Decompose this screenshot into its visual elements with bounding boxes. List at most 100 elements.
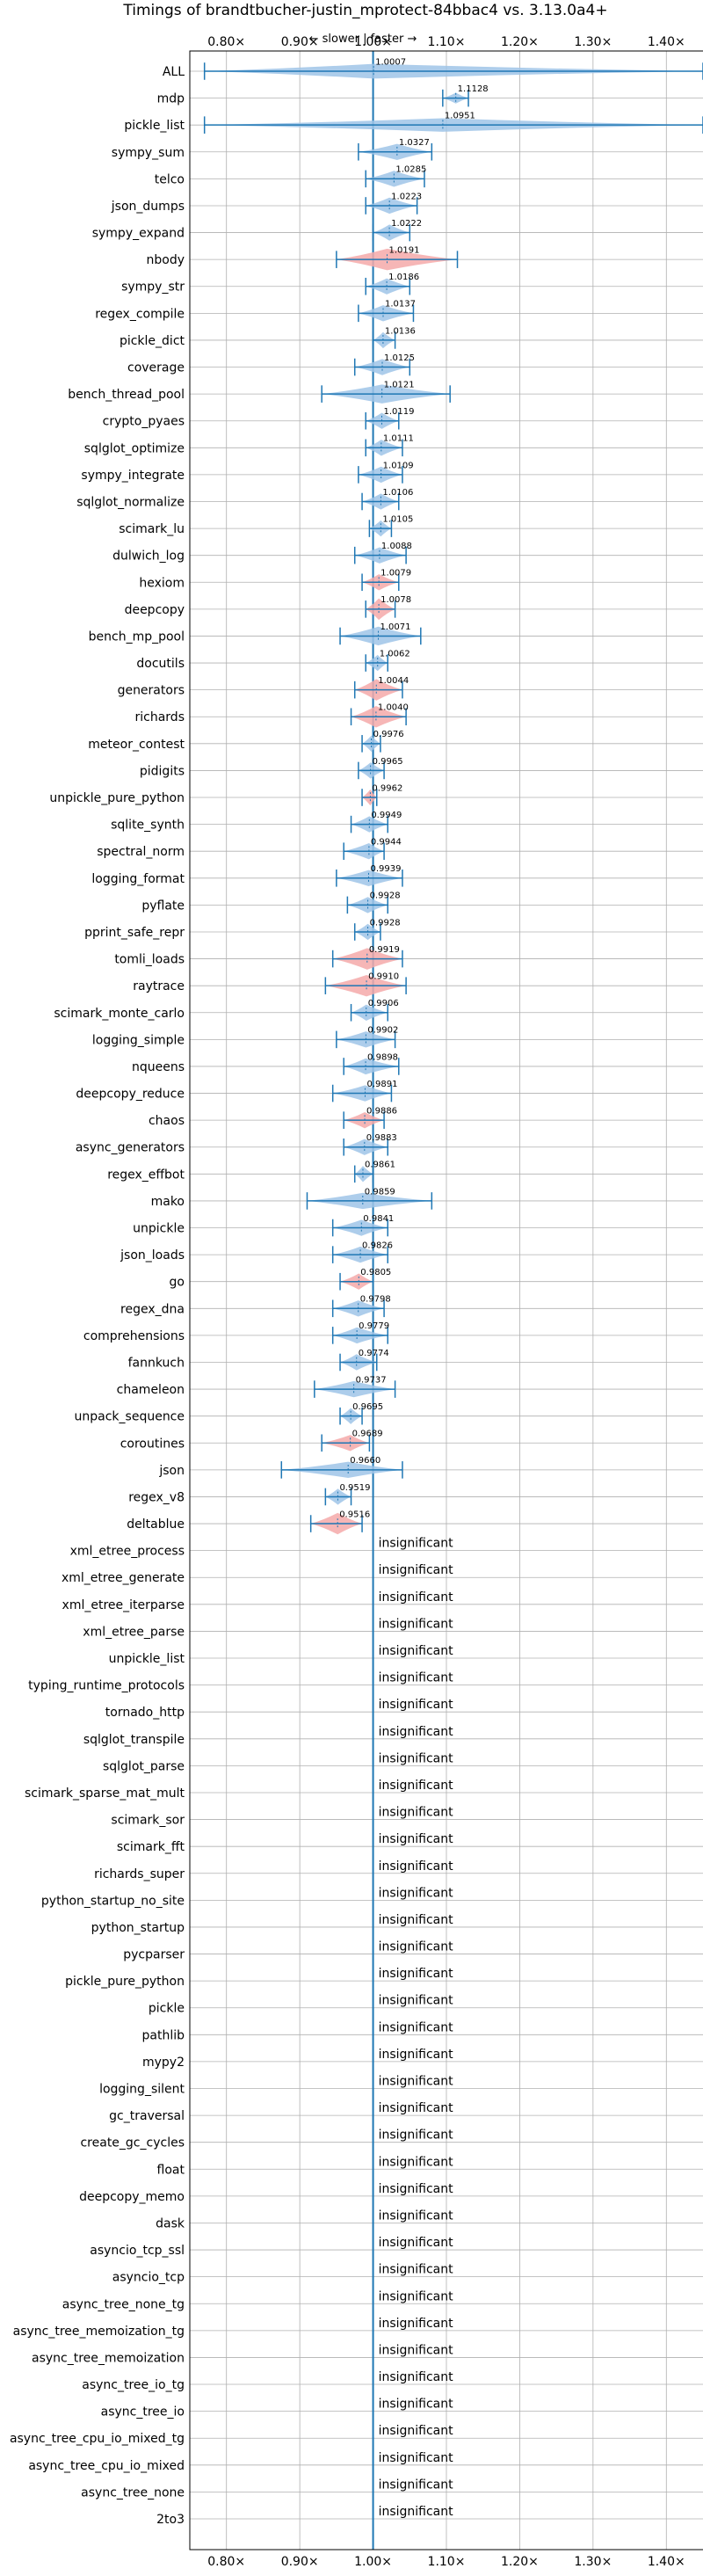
value-label-deepcopy_reduce: 0.9891 <box>366 1080 397 1089</box>
insignificant-label: insignificant <box>379 1913 454 1927</box>
insignificant-label: insignificant <box>379 2263 454 2277</box>
value-label-logging_format: 0.9939 <box>370 864 401 874</box>
category-label: json <box>158 1464 185 1478</box>
value-label-raytrace: 0.9910 <box>368 972 399 982</box>
value-label-deltablue: 0.9516 <box>339 1510 370 1519</box>
tick-label-top: 1.10× <box>428 35 466 49</box>
category-label: 2to3 <box>156 2513 185 2527</box>
category-label: unpickle_pure_python <box>49 791 185 805</box>
value-label-regex_v8: 0.9519 <box>339 1483 370 1493</box>
category-label: coroutines <box>120 1437 185 1451</box>
category-label: json_loads <box>120 1248 185 1263</box>
insignificant-label: insignificant <box>379 1994 454 2008</box>
value-label-sqlglot_optimize: 1.0111 <box>383 434 414 444</box>
insignificant-label: insignificant <box>379 2048 454 2062</box>
value-label-nqueens: 0.9898 <box>367 1052 398 1062</box>
category-label: mypy2 <box>142 2056 185 2070</box>
value-label-deepcopy: 1.0078 <box>380 595 411 605</box>
category-label: telco <box>155 172 185 186</box>
chart-title: Timings of brandtbucher-justin_mprotect-… <box>122 2 607 19</box>
category-label: pathlib <box>142 2028 185 2042</box>
category-label: tornado_http <box>105 1706 185 1720</box>
value-label-coverage: 1.0125 <box>384 353 415 363</box>
value-label-bench_mp_pool: 1.0071 <box>380 622 410 632</box>
category-label: deepcopy_memo <box>79 2190 185 2204</box>
value-label-mako: 0.9859 <box>365 1187 395 1197</box>
category-label: pickle_list <box>124 119 185 133</box>
value-label-chaos: 0.9886 <box>366 1106 397 1116</box>
category-label: tomli_loads <box>114 953 185 967</box>
category-label: pycparser <box>123 1948 185 1962</box>
category-label: unpickle <box>133 1222 185 1236</box>
category-label: pyflate <box>141 899 185 913</box>
category-label: mdp <box>157 92 185 106</box>
insignificant-label: insignificant <box>379 1832 454 1846</box>
value-label-sympy_expand: 1.0222 <box>391 219 422 229</box>
insignificant-label: insignificant <box>379 2101 454 2115</box>
tick-label-bottom: 1.30× <box>574 2555 612 2569</box>
insignificant-label: insignificant <box>379 1859 454 1874</box>
category-label: xml_etree_generate <box>62 1571 185 1585</box>
category-label: float <box>157 2163 185 2177</box>
category-label: logging_format <box>91 872 185 886</box>
insignificant-label: insignificant <box>379 2128 454 2143</box>
category-label: scimark_sor <box>111 1814 185 1828</box>
category-label: sqlglot_normalize <box>76 495 185 509</box>
value-label-pyflate: 0.9928 <box>370 891 401 901</box>
insignificant-label: insignificant <box>379 1590 454 1605</box>
insignificant-label: insignificant <box>379 2236 454 2250</box>
value-label-fannkuch: 0.9774 <box>359 1349 389 1358</box>
insignificant-label: insignificant <box>379 2424 454 2438</box>
insignificant-label: insignificant <box>379 2505 454 2519</box>
category-label: chaos <box>149 1114 185 1128</box>
value-label-meteor_contest: 0.9976 <box>373 730 404 739</box>
category-label: regex_v8 <box>128 1490 185 1504</box>
value-label-crypto_pyaes: 1.0119 <box>383 407 414 417</box>
value-label-coroutines: 0.9689 <box>352 1430 383 1439</box>
insignificant-label: insignificant <box>379 2370 454 2384</box>
insignificant-label: insignificant <box>379 2182 454 2196</box>
value-label-json_loads: 0.9826 <box>362 1241 393 1250</box>
value-label-hexiom: 1.0079 <box>380 569 411 579</box>
category-label: xml_etree_process <box>70 1545 185 1559</box>
value-label-mdp: 1.1128 <box>458 84 489 94</box>
category-label: asyncio_tcp_ssl <box>90 2244 185 2258</box>
category-label: async_tree_none_tg <box>62 2297 185 2311</box>
insignificant-label: insignificant <box>379 1725 454 1739</box>
insignificant-label: insignificant <box>379 2209 454 2223</box>
category-label: regex_effbot <box>107 1168 185 1182</box>
value-label-unpickle_pure_python: 0.9962 <box>372 783 402 793</box>
insignificant-label: insignificant <box>379 1806 454 1820</box>
tick-label-top: 1.20× <box>501 35 539 49</box>
category-label: sympy_sum <box>112 146 185 160</box>
category-label: nbody <box>147 253 185 267</box>
category-label: sympy_expand <box>92 227 185 241</box>
value-label-pickle_dict: 1.0136 <box>385 326 416 336</box>
category-label: dulwich_log <box>112 549 185 564</box>
category-label: xml_etree_iterparse <box>62 1598 185 1612</box>
category-label: hexiom <box>139 576 185 590</box>
value-label-tomli_loads: 0.9919 <box>369 945 400 955</box>
category-label: comprehensions <box>83 1329 185 1343</box>
value-label-ALL: 1.0007 <box>375 57 406 67</box>
value-label-spectral_norm: 0.9944 <box>371 838 402 848</box>
plot-frame <box>189 50 703 2551</box>
insignificant-label: insignificant <box>379 1563 454 1577</box>
value-label-json: 0.9660 <box>350 1456 380 1466</box>
tick-label-bottom: 0.80× <box>207 2555 245 2569</box>
value-label-sqlglot_normalize: 1.0106 <box>382 488 413 498</box>
category-label: sqlglot_parse <box>103 1759 185 1773</box>
tick-label-bottom: 1.10× <box>428 2555 466 2569</box>
value-label-json_dumps: 1.0223 <box>391 192 422 201</box>
category-label: deltablue <box>127 1517 185 1532</box>
category-label: async_tree_io <box>101 2405 185 2420</box>
category-label: logging_simple <box>92 1033 185 1047</box>
category-label: scimark_lu <box>119 522 185 536</box>
category-label: raytrace <box>133 979 185 993</box>
category-label: unpickle_list <box>109 1652 185 1666</box>
category-label: typing_runtime_protocols <box>28 1679 185 1693</box>
category-label: async_tree_none <box>81 2485 185 2500</box>
category-label: scimark_sparse_mat_mult <box>25 1786 185 1801</box>
category-label: async_tree_cpu_io_mixed_tg <box>10 2432 185 2446</box>
